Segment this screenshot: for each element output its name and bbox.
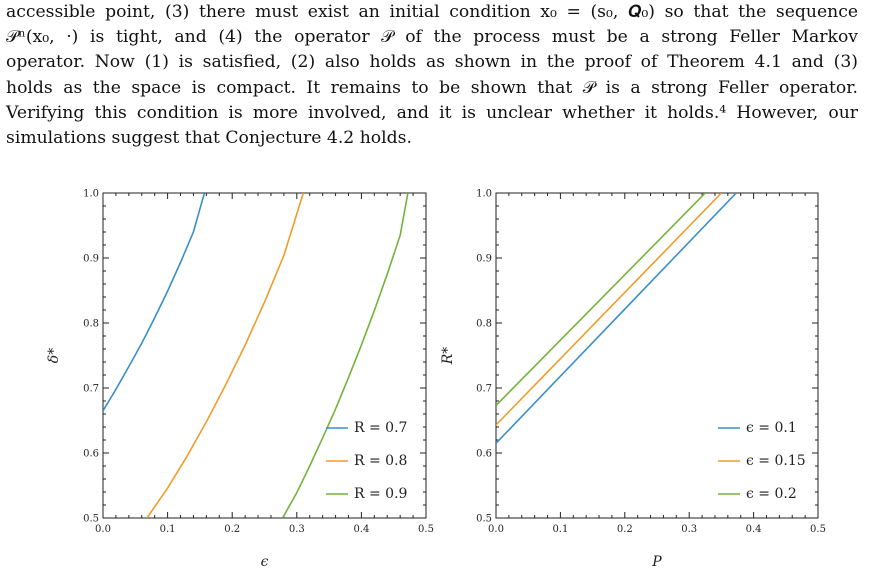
y-axis-label: R*: [440, 347, 456, 366]
y-tick-label: 0.6: [476, 449, 492, 460]
paragraph-line: accessible point, (3) there must exist a…: [6, 2, 858, 22]
x-tick-label: 0.3: [681, 524, 697, 535]
y-axis-label: δ*: [46, 348, 62, 363]
x-tick-label: 0.2: [617, 524, 633, 535]
y-tick-label: 0.9: [476, 254, 492, 265]
legend-label: R = 0.9: [354, 486, 407, 502]
chart-panel-2: 0.0 0.1 0.2 0.3 0.4 0.5 0.5 0.6 0.7 0.8 0.9 1.0 P R* ϵ…: [440, 189, 826, 571]
paragraph-line: 𝒫ⁿ(x₀, ·) is tight, and (4) the operator…: [6, 27, 858, 48]
plot-frame: [495, 192, 819, 519]
series-line-3: [281, 193, 409, 518]
x-axis-label: ϵ: [261, 554, 269, 570]
series-line-2: [146, 193, 305, 518]
x-tick-label: 0.0: [488, 524, 504, 535]
body-paragraph: accessible point, (3) there must exist a…: [6, 0, 858, 151]
chart-panel-1: 0.0 0.1 0.2 0.3 0.4 0.5 0.5 0.6 0.7 0.8 0.9 1.0 ϵ δ* R…: [46, 189, 434, 571]
paragraph-line: operator. Now (1) is satisfied, (2) also…: [6, 52, 858, 73]
paragraph-line: Verifying this condition is more involve…: [6, 102, 858, 123]
legend-label: R = 0.8: [354, 453, 407, 469]
legend-label: ϵ = 0.2: [746, 486, 797, 502]
series-line-2: [496, 193, 722, 426]
y-tick-label: 0.6: [83, 449, 99, 460]
x-tick-label: 0.1: [160, 524, 176, 535]
x-axis-label: P: [651, 554, 662, 570]
y-tick-label: 1.0: [476, 189, 492, 200]
x-tick-label: 0.4: [353, 524, 369, 535]
x-tick-label: 0.5: [810, 524, 826, 535]
legend-label: ϵ = 0.15: [746, 453, 806, 469]
x-tick-label: 0.2: [224, 524, 240, 535]
y-tick-label: 0.7: [476, 384, 492, 395]
paragraph-line: holds as the space is compact. It remain…: [6, 77, 858, 98]
y-tick-label: 0.8: [476, 319, 492, 330]
y-tick-label: 1.0: [83, 189, 99, 200]
x-tick-label: 0.3: [289, 524, 305, 535]
series-line-3: [496, 193, 706, 407]
series-line-1: [103, 193, 206, 412]
y-tick-label: 0.9: [83, 254, 99, 265]
x-tick-label: 0.0: [95, 524, 111, 535]
x-tick-label: 0.5: [418, 524, 434, 535]
legend-label: ϵ = 0.1: [746, 420, 797, 436]
x-tick-label: 0.4: [746, 524, 762, 535]
paragraph-line: simulations suggest that Conjecture 4.2 …: [6, 127, 412, 148]
y-tick-label: 0.5: [476, 514, 492, 525]
x-tick-label: 0.1: [552, 524, 568, 535]
legend-label: R = 0.7: [354, 420, 407, 436]
plot-frame: [102, 192, 427, 519]
y-tick-label: 0.8: [83, 319, 99, 330]
y-tick-label: 0.5: [83, 514, 99, 525]
series-line-1: [496, 193, 737, 444]
y-tick-label: 0.7: [83, 384, 99, 395]
